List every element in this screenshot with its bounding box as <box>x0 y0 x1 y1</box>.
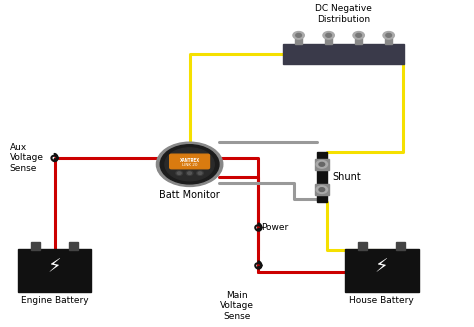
Bar <box>355 35 363 44</box>
FancyBboxPatch shape <box>170 154 210 169</box>
Bar <box>385 35 392 44</box>
Circle shape <box>188 172 191 174</box>
Circle shape <box>296 33 301 37</box>
Text: House Battery: House Battery <box>349 297 414 305</box>
Bar <box>31 242 40 250</box>
Circle shape <box>156 142 223 186</box>
Bar <box>315 184 329 195</box>
Circle shape <box>198 172 202 174</box>
Bar <box>69 242 78 250</box>
Text: Engine Battery: Engine Battery <box>21 297 88 305</box>
Text: Main
Voltage
Sense: Main Voltage Sense <box>220 291 254 320</box>
Circle shape <box>316 186 328 193</box>
Circle shape <box>160 145 219 184</box>
Text: Shunt: Shunt <box>333 172 362 182</box>
Circle shape <box>176 171 182 175</box>
Circle shape <box>316 161 328 168</box>
Text: Aux
Voltage
Sense: Aux Voltage Sense <box>9 143 44 173</box>
Circle shape <box>319 188 325 192</box>
FancyBboxPatch shape <box>18 249 91 292</box>
Text: ⚡: ⚡ <box>374 258 389 277</box>
Circle shape <box>165 148 214 181</box>
Bar <box>295 35 302 44</box>
FancyBboxPatch shape <box>345 249 419 292</box>
Text: Power: Power <box>261 223 288 232</box>
Circle shape <box>197 171 203 175</box>
Text: Batt Monitor: Batt Monitor <box>159 190 220 200</box>
Circle shape <box>323 31 334 39</box>
Circle shape <box>326 33 331 37</box>
Circle shape <box>177 172 181 174</box>
Text: ⚡: ⚡ <box>47 258 62 277</box>
Circle shape <box>293 31 304 39</box>
Text: DC Negative
Distribution: DC Negative Distribution <box>315 4 372 24</box>
Bar <box>317 152 327 202</box>
Bar <box>325 35 332 44</box>
Circle shape <box>186 171 193 175</box>
Circle shape <box>356 33 362 37</box>
Circle shape <box>386 33 392 37</box>
Circle shape <box>383 31 394 39</box>
Bar <box>358 242 367 250</box>
Text: LINK 20: LINK 20 <box>182 163 197 167</box>
Bar <box>315 159 329 170</box>
Circle shape <box>319 163 325 166</box>
Circle shape <box>353 31 365 39</box>
FancyBboxPatch shape <box>283 43 404 64</box>
Text: XANTREX: XANTREX <box>180 158 200 164</box>
Bar <box>396 242 405 250</box>
